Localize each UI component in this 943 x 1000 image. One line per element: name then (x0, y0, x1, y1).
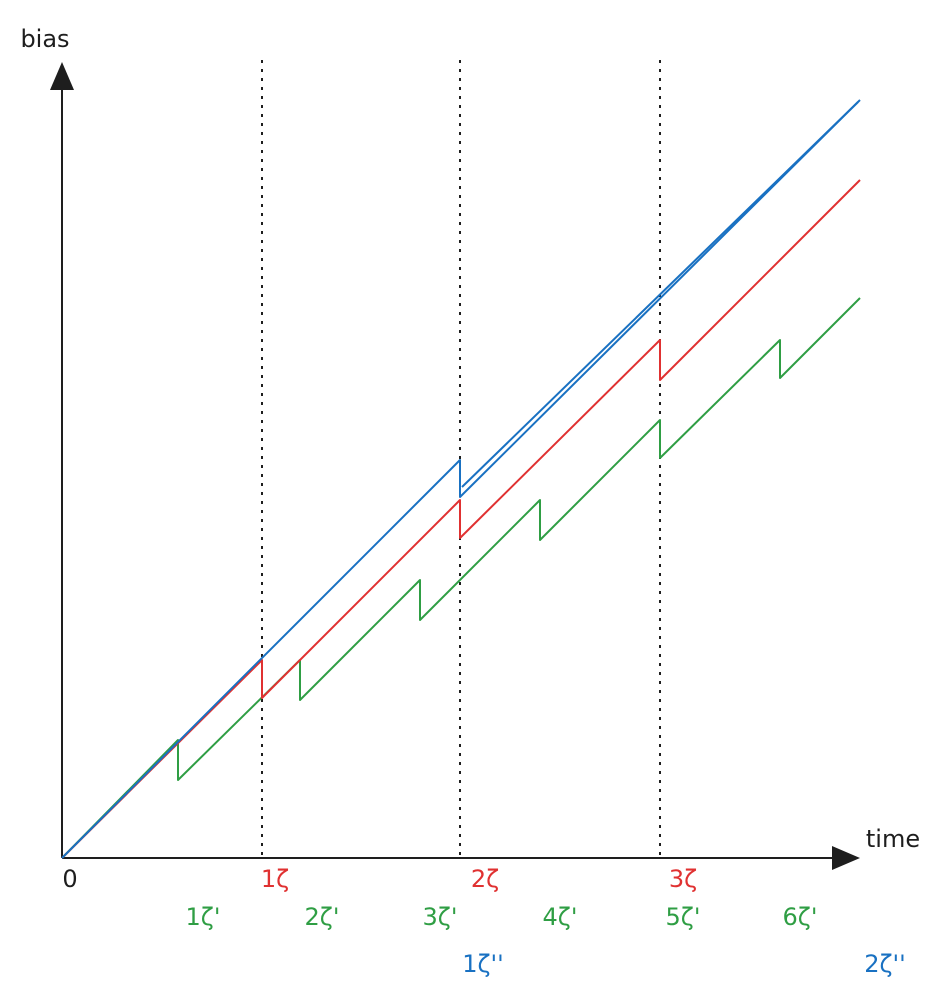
tick-label: 1ζ'' (462, 950, 504, 978)
blue-line (61, 99, 861, 859)
blue-line-stroke (461, 101, 859, 488)
x-label: time (866, 825, 920, 853)
red-line (61, 179, 861, 859)
origin-label: 0 (62, 865, 77, 893)
tick-label: 2ζ' (305, 903, 340, 931)
y-label: bias (20, 25, 69, 53)
tick-label: 2ζ'' (864, 950, 906, 978)
tick-label: 1ζ' (186, 903, 221, 931)
tick-label: 5ζ' (666, 903, 701, 931)
y-arrow (50, 62, 74, 90)
x-arrow (832, 846, 860, 870)
tick-label: 1ζ (261, 865, 289, 893)
tick-label: 2ζ (471, 865, 499, 893)
tick-label: 6ζ' (783, 903, 818, 931)
green-line (61, 297, 861, 859)
tick-label: 4ζ' (543, 903, 578, 931)
tick-label: 3ζ' (423, 903, 458, 931)
tick-label: 3ζ (669, 865, 697, 893)
